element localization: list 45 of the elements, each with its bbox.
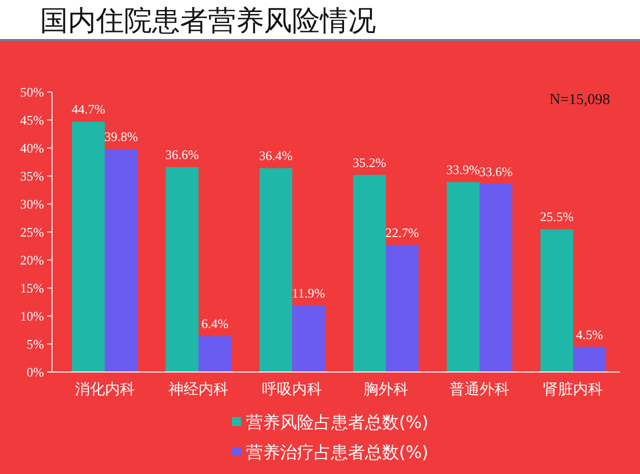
y-tick-label: 50% (20, 84, 44, 100)
y-tick-label: 5% (26, 336, 44, 352)
legend-label: 营养治疗占患者总数(%) (246, 442, 428, 463)
y-tick-label: 20% (20, 252, 44, 268)
bar (353, 174, 386, 372)
x-tick-label: 消化内科 (74, 380, 135, 398)
bar (480, 184, 512, 372)
y-tick-label: 30% (20, 196, 44, 212)
bar (386, 244, 419, 372)
bar (573, 346, 606, 372)
bar (104, 149, 138, 372)
y-tick-label: 40% (20, 140, 44, 156)
legend-label: 营养风险占患者总数(%) (246, 412, 428, 433)
y-tick-label: 15% (20, 280, 44, 296)
bar (166, 167, 198, 372)
bar (72, 122, 105, 372)
data-label: 33.6% (479, 164, 513, 179)
y-tick-label: 0% (26, 364, 44, 380)
bar (540, 229, 574, 372)
chart-title: 国内住院患者营养风险情况 (40, 4, 376, 37)
y-tick-label: 25% (20, 224, 44, 240)
annotation: N=15,098 (549, 92, 610, 108)
x-tick-label: 肾脏内科 (543, 380, 604, 398)
x-tick-label: 呼吸内科 (262, 380, 322, 398)
bar (446, 182, 480, 372)
x-tick-label: 胸外科 (363, 380, 408, 398)
y-tick-label: 35% (20, 168, 44, 184)
data-label: 22.7% (385, 224, 420, 240)
data-label: 4.5% (576, 326, 604, 342)
data-label: 36.4% (258, 148, 293, 164)
x-tick-label: 神经内科 (168, 380, 228, 398)
y-tick-label: 45% (20, 112, 44, 128)
data-label: 44.7% (72, 102, 106, 117)
y-tick-label: 10% (20, 308, 44, 324)
data-label: 35.2% (352, 154, 386, 170)
bar (292, 305, 325, 372)
bar (198, 336, 232, 372)
data-label: 39.8% (104, 129, 138, 144)
bar (259, 168, 292, 372)
x-tick-label: 普通外科 (450, 380, 510, 398)
data-label: 36.6% (165, 147, 200, 162)
data-label: 6.4% (201, 316, 229, 332)
data-label: 11.9% (292, 285, 326, 300)
data-label: 33.9% (446, 162, 480, 178)
data-label: 25.5% (540, 209, 574, 224)
